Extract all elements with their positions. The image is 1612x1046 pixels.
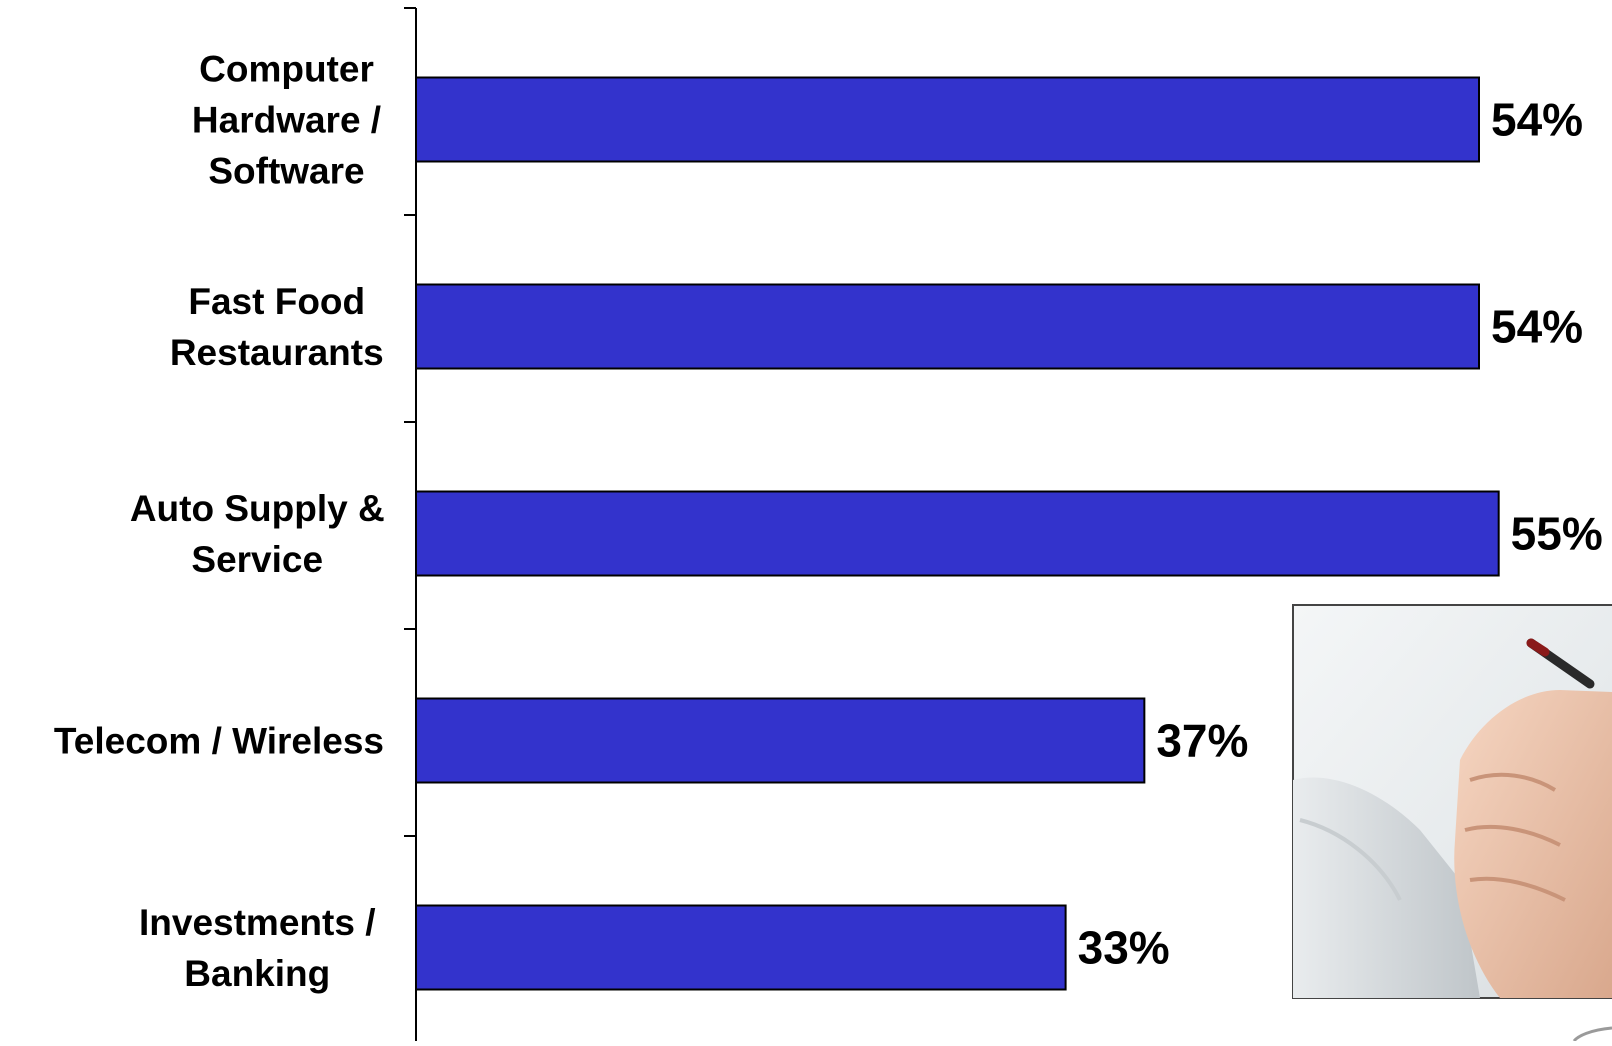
category-tick-label: Software [208, 151, 364, 192]
labels-layer: 54% Computer Hardware / Software 54% Fast Foo… [54, 49, 1603, 995]
hand-holding-pen-photo [1292, 604, 1612, 999]
bar [415, 76, 1480, 163]
bars-layer [415, 76, 1500, 991]
data-label: 33% [1078, 922, 1170, 974]
category-tick-label: Auto Supply & [130, 488, 385, 529]
category-tick-label: Hardware / [192, 100, 381, 141]
data-label: 37% [1156, 715, 1248, 767]
data-label: 55% [1511, 508, 1603, 560]
bar [415, 697, 1146, 784]
category-tick-label: Investments / [139, 902, 375, 943]
category-tick-label: Banking [184, 953, 330, 994]
bar [415, 904, 1067, 991]
category-tick-label: Telecom / Wireless [54, 721, 384, 762]
data-label: 54% [1491, 301, 1583, 353]
bar [415, 283, 1480, 370]
category-tick-label: Restaurants [170, 332, 384, 373]
category-tick-label: Fast Food [188, 281, 365, 322]
data-label: 54% [1491, 94, 1583, 146]
bar [415, 490, 1500, 577]
category-tick-label: Computer [199, 49, 374, 90]
logo-mark [1572, 1026, 1612, 1043]
category-axis [404, 7, 417, 1041]
category-tick-label: Service [191, 539, 323, 580]
